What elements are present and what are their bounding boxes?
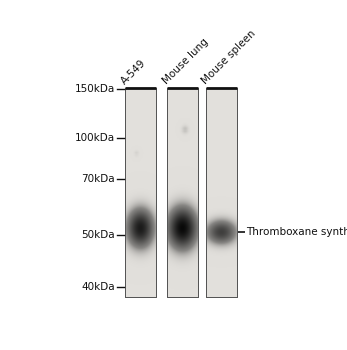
Bar (167, 88, 198, 297)
Text: 50kDa: 50kDa (81, 230, 115, 240)
Bar (206, 88, 237, 297)
Text: A-549: A-549 (120, 58, 148, 86)
Text: 100kDa: 100kDa (75, 133, 115, 143)
Text: 40kDa: 40kDa (81, 282, 115, 292)
Bar (206, 88, 237, 297)
Text: 150kDa: 150kDa (74, 84, 115, 94)
Text: Mouse spleen: Mouse spleen (200, 29, 258, 86)
Bar (167, 88, 198, 297)
Text: Thromboxane synthase: Thromboxane synthase (246, 227, 347, 237)
Text: 70kDa: 70kDa (81, 174, 115, 184)
Bar (125, 88, 156, 297)
Bar (125, 88, 156, 297)
Text: Mouse lung: Mouse lung (161, 37, 211, 86)
